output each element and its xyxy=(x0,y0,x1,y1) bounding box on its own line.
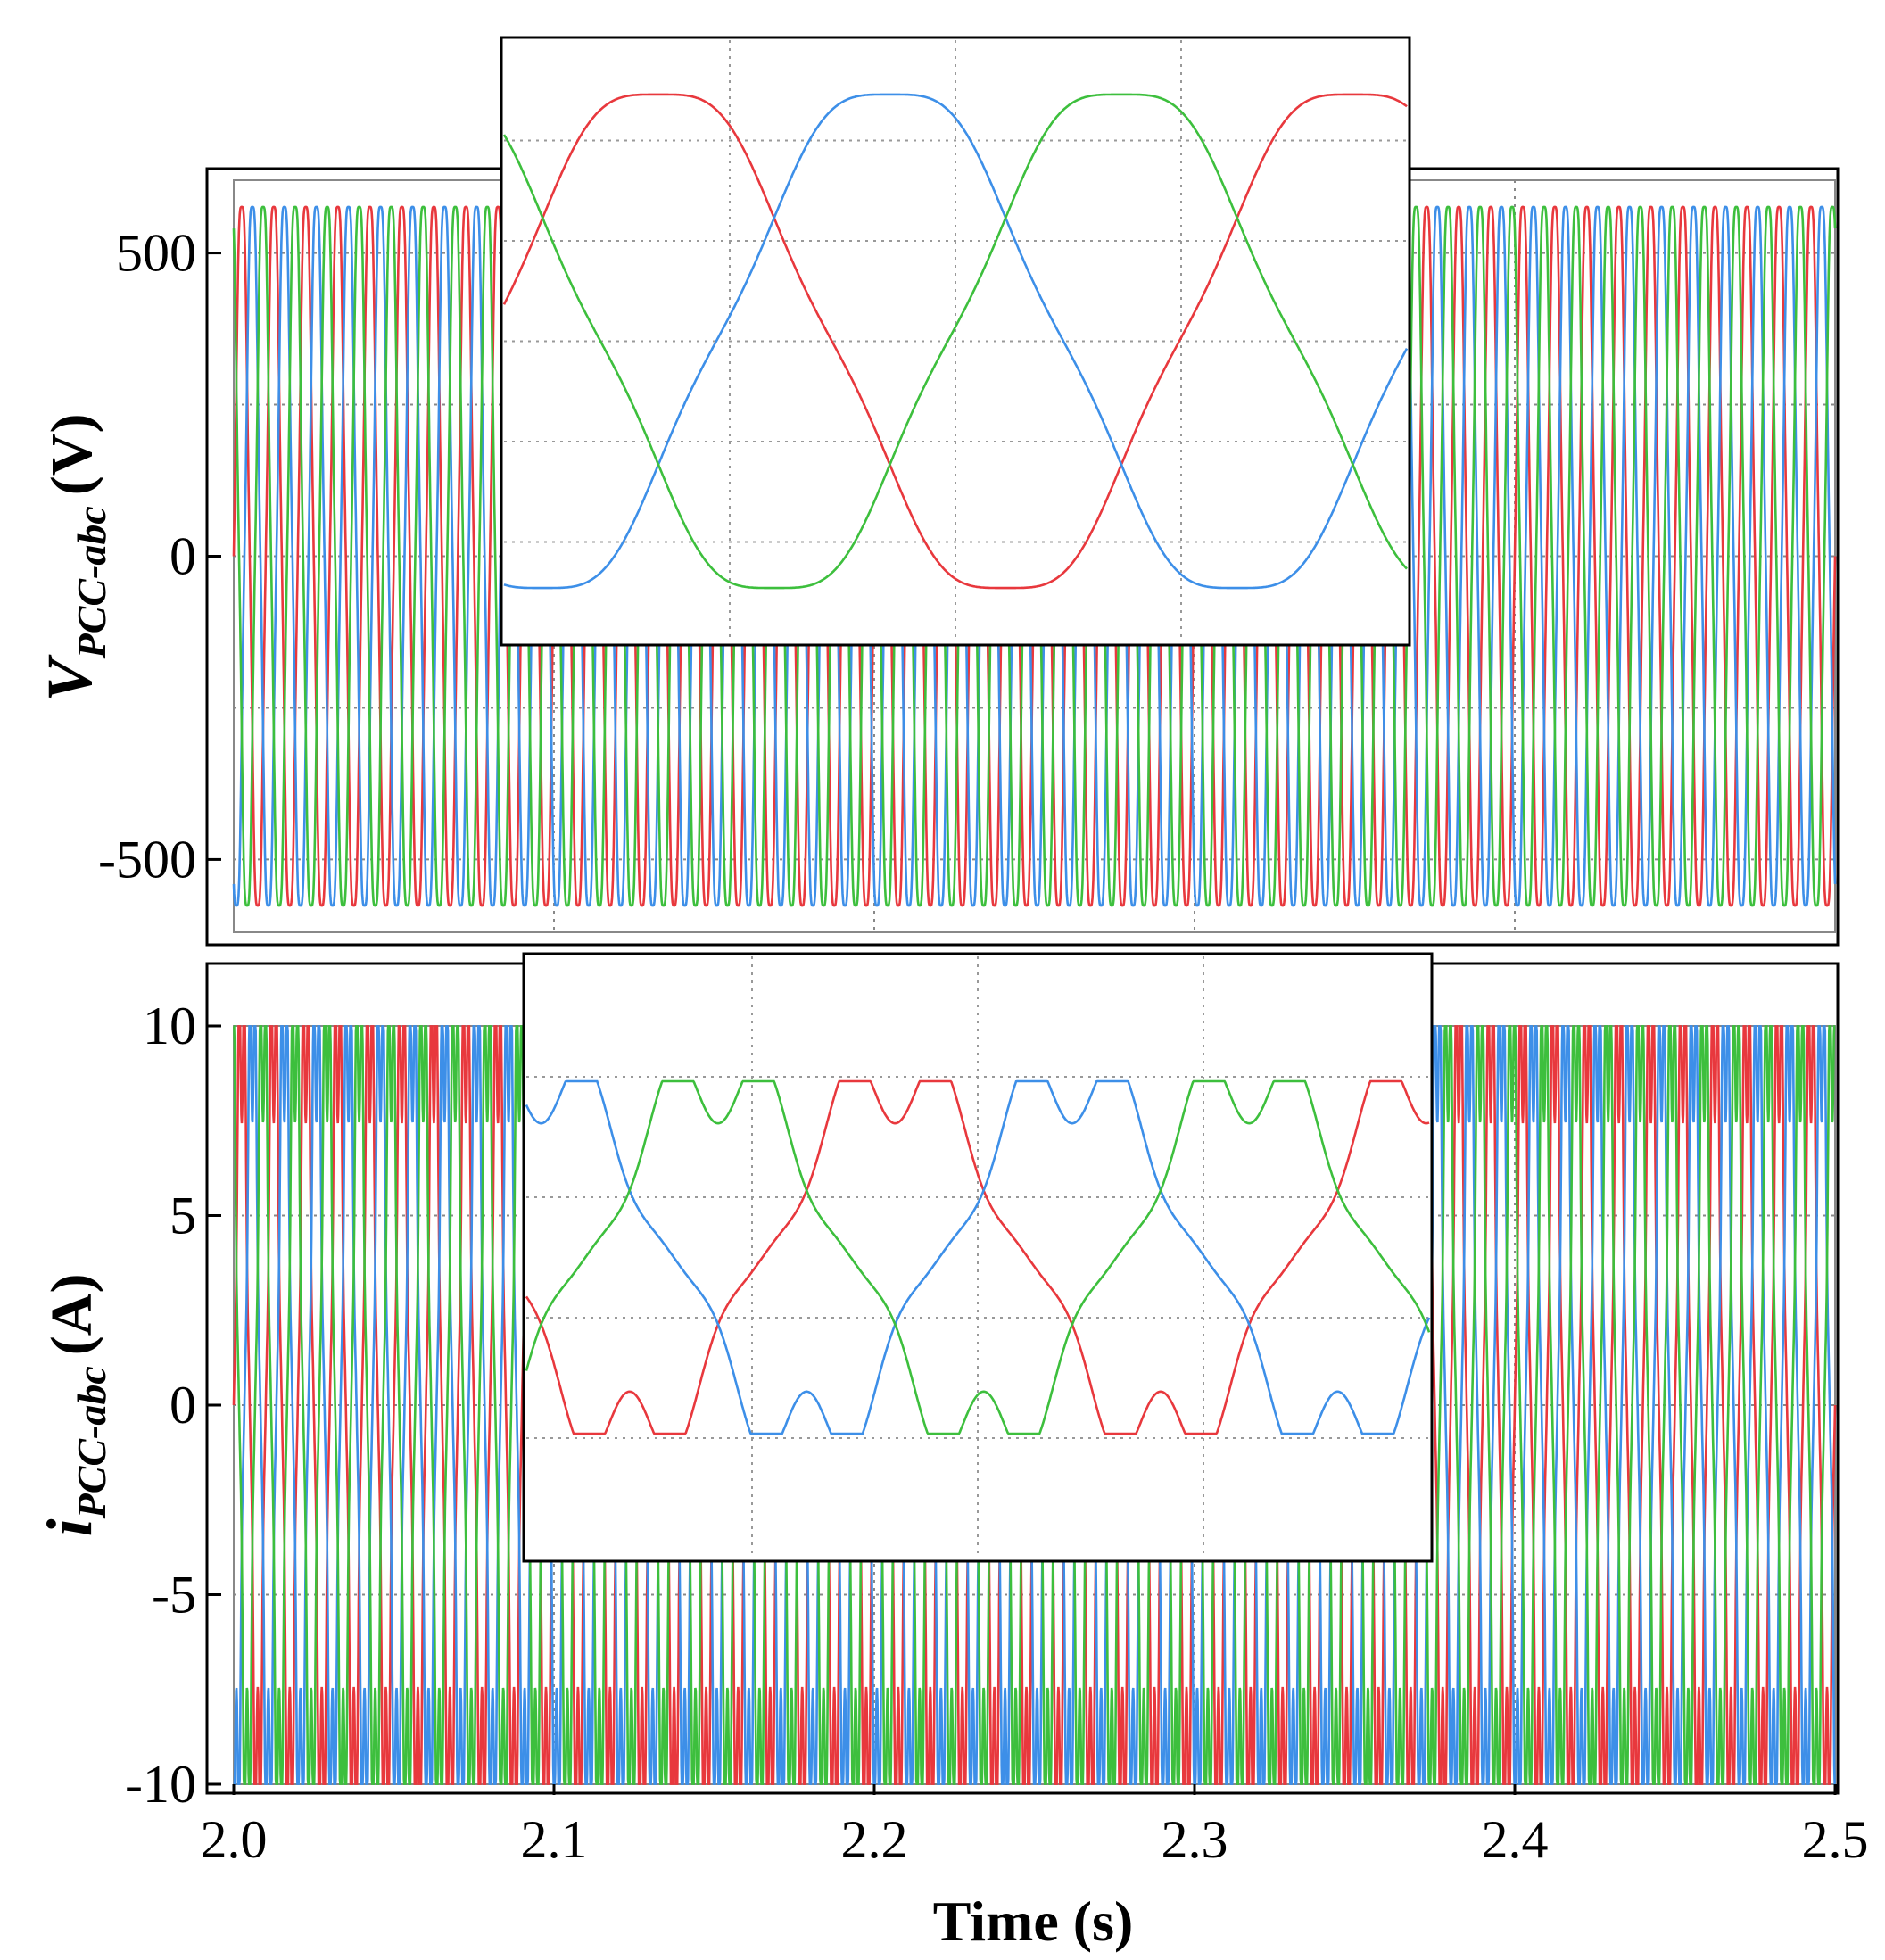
voltage-inset-grid xyxy=(504,40,1407,642)
y-tick-label: -500 xyxy=(98,830,196,889)
x-axis-title: Time (s) xyxy=(933,1890,1134,1953)
x-tick-label: 2.0 xyxy=(201,1810,268,1869)
voltage-y-ticks: 500 0 -500 xyxy=(98,224,221,889)
x-tick-label: 2.3 xyxy=(1162,1810,1228,1869)
voltage-inset-traces xyxy=(502,93,1409,590)
y-tick-label: 10 xyxy=(143,997,196,1055)
inset-series-line xyxy=(525,1079,1430,1435)
x-tick-label: 2.4 xyxy=(1482,1810,1549,1869)
current-inset-grid xyxy=(526,956,1429,1559)
current-zoom-inset xyxy=(522,952,1434,1563)
x-tick-label: 2.2 xyxy=(841,1810,908,1869)
x-tick-label: 2.1 xyxy=(521,1810,588,1869)
inset-series-line xyxy=(503,93,1409,590)
inset-series-line xyxy=(525,1079,1431,1435)
inset-series-line xyxy=(502,93,1408,590)
y-tick-label: -10 xyxy=(125,1755,196,1814)
x-axis-ticks: 2.0 2.1 2.2 2.3 2.4 2.5 xyxy=(201,1784,1869,1869)
y-tick-label: 0 xyxy=(169,1376,196,1435)
y-tick-label: 0 xyxy=(169,527,196,586)
y-tick-label: -5 xyxy=(152,1566,196,1625)
voltage-y-axis-title: VPCC-abc(V) xyxy=(34,414,114,702)
y-tick-label: 5 xyxy=(169,1187,196,1245)
current-y-axis-title: iPCC-abc(A) xyxy=(34,1274,114,1537)
inset-series-line xyxy=(525,1079,1431,1435)
voltage-zoom-inset xyxy=(500,36,1411,647)
x-tick-label: 2.5 xyxy=(1802,1810,1869,1869)
y-tick-label: 500 xyxy=(116,224,196,283)
current-y-ticks: 10 5 0 -5 -10 xyxy=(125,997,221,1814)
current-inset-traces xyxy=(525,1079,1431,1435)
series-line xyxy=(233,1025,1836,1785)
inset-series-line xyxy=(502,93,1408,590)
